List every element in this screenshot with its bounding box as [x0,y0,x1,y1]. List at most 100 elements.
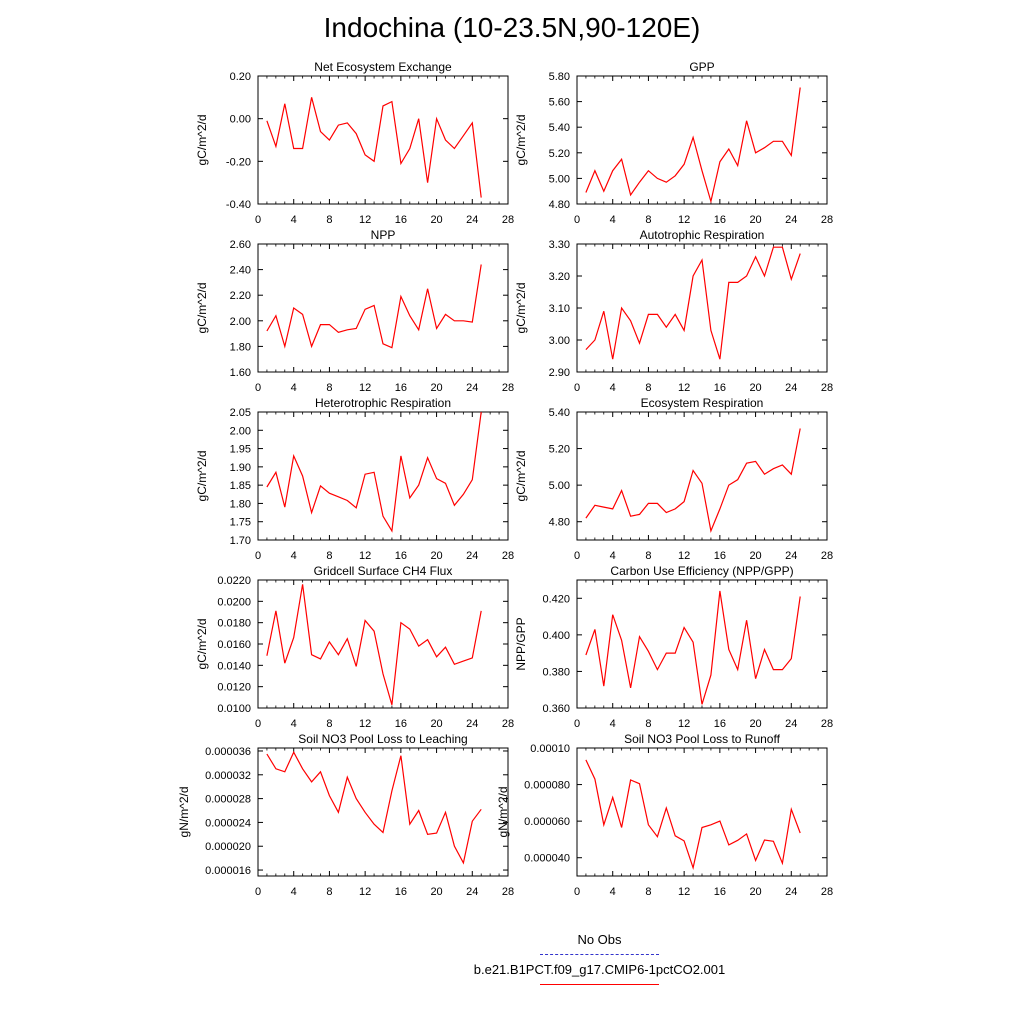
x-tick-label: 4 [610,214,616,226]
x-tick-label: 4 [610,886,616,898]
y-tick-label: 1.80 [230,341,251,353]
panel-0: Net Ecosystem Exchange 0 4 8 12 16 20 24 28 -0.40… [195,60,514,226]
x-tick-label: 16 [714,886,726,898]
x-tick-label: 16 [714,550,726,562]
y-tick-label: 0.000080 [524,780,570,792]
y-tick-label: 0.000036 [205,746,251,758]
x-tick-label: 20 [430,382,442,394]
x-tick-label: 4 [291,382,297,394]
x-tick-label: 4 [610,718,616,730]
x-tick-label: 12 [678,886,690,898]
y-tick-label: 1.90 [230,462,251,474]
y-tick-label: 0.00010 [530,743,570,755]
x-tick-label: 20 [749,886,761,898]
y-tick-label: 2.20 [230,290,251,302]
x-tick-label: 24 [466,214,478,226]
x-tick-label: 12 [678,550,690,562]
panel-5: Ecosystem Respiration 0 4 8 12 16 20 24 28 4.80 5.… [514,396,833,562]
x-tick-label: 8 [645,382,651,394]
series-line [266,264,482,349]
y-tick-label: 5.60 [549,97,570,109]
x-tick-label: 8 [326,382,332,394]
x-tick-label: 24 [466,886,478,898]
x-tick-label: 20 [430,550,442,562]
x-tick-label: 20 [749,718,761,730]
x-tick-label: 28 [502,382,514,394]
y-tick-label: 1.60 [230,367,251,379]
x-tick-label: 8 [645,718,651,730]
x-tick-label: 12 [678,718,690,730]
x-tick-label: 0 [574,550,580,562]
y-tick-label: 0.380 [542,666,570,678]
panel-title: NPP [371,228,396,242]
x-tick-label: 24 [785,886,797,898]
x-tick-label: 28 [821,550,833,562]
x-tick-label: 12 [359,382,371,394]
panel-2: NPP 0 4 8 12 16 20 24 28 1.60 1.80 2.00 2.20 2.40 2.60… [195,228,514,394]
y-tick-label: 5.00 [549,480,570,492]
x-tick-label: 4 [291,718,297,730]
series-line [585,87,801,204]
y-tick-label: 1.75 [230,517,251,529]
panel-title: Autotrophic Respiration [640,228,765,242]
y-tick-label: 4.80 [549,517,570,529]
x-tick-label: 16 [714,382,726,394]
series-line [585,759,801,871]
y-tick-label: 1.95 [230,444,251,456]
y-tick-label: 2.05 [230,407,251,419]
y-tick-label: 0.360 [542,703,570,715]
y-tick-label: 1.70 [230,535,251,547]
x-tick-label: 28 [821,214,833,226]
x-tick-label: 16 [395,886,407,898]
y-tick-label: 0.0100 [217,703,251,715]
panel-title: Net Ecosystem Exchange [314,60,452,74]
y-tick-label: 4.80 [549,199,570,211]
y-tick-label: 5.20 [549,444,570,456]
x-tick-label: 8 [326,550,332,562]
x-tick-label: 24 [466,718,478,730]
y-tick-label: 5.00 [549,173,570,185]
x-tick-label: 16 [395,718,407,730]
x-tick-label: 16 [395,550,407,562]
y-tick-label: 0.000040 [524,853,570,865]
x-tick-label: 8 [326,718,332,730]
x-tick-label: 0 [574,718,580,730]
x-tick-label: 28 [502,718,514,730]
x-tick-label: 16 [395,382,407,394]
series-line [266,584,482,705]
x-tick-label: 20 [749,214,761,226]
x-tick-label: 24 [466,382,478,394]
plot-frame [257,411,509,541]
panel-8: Soil NO3 Pool Loss to Leaching 0 4 8 12 16 20 2… [177,732,514,898]
x-tick-label: 24 [785,550,797,562]
y-tick-label: 3.00 [549,335,570,347]
x-tick-label: 28 [821,382,833,394]
x-tick-label: 4 [291,886,297,898]
y-tick-label: 1.85 [230,480,251,492]
y-tick-label: 0.20 [230,71,251,83]
x-tick-label: 28 [502,214,514,226]
series-line [266,411,482,533]
x-tick-label: 24 [785,382,797,394]
x-tick-label: 8 [326,214,332,226]
y-tick-label: 0.000032 [205,770,251,782]
x-tick-label: 4 [610,382,616,394]
y-tick-label: 0.0220 [217,575,251,587]
x-tick-label: 24 [466,550,478,562]
x-tick-label: 0 [255,382,261,394]
x-tick-label: 20 [430,214,442,226]
y-axis-label: NPP/GPP [514,617,528,670]
panel-title: GPP [689,60,714,74]
y-tick-label: 0.000028 [205,794,251,806]
plot-frame [257,243,509,373]
y-tick-label: 5.40 [549,122,570,134]
y-tick-label: 2.40 [230,265,251,277]
x-tick-label: 0 [574,886,580,898]
y-tick-label: 3.20 [549,271,570,283]
x-tick-label: 20 [430,718,442,730]
y-tick-label: 5.80 [549,71,570,83]
y-tick-label: 2.00 [230,316,251,328]
x-tick-label: 28 [821,886,833,898]
y-tick-label: 5.40 [549,407,570,419]
x-tick-label: 8 [326,886,332,898]
